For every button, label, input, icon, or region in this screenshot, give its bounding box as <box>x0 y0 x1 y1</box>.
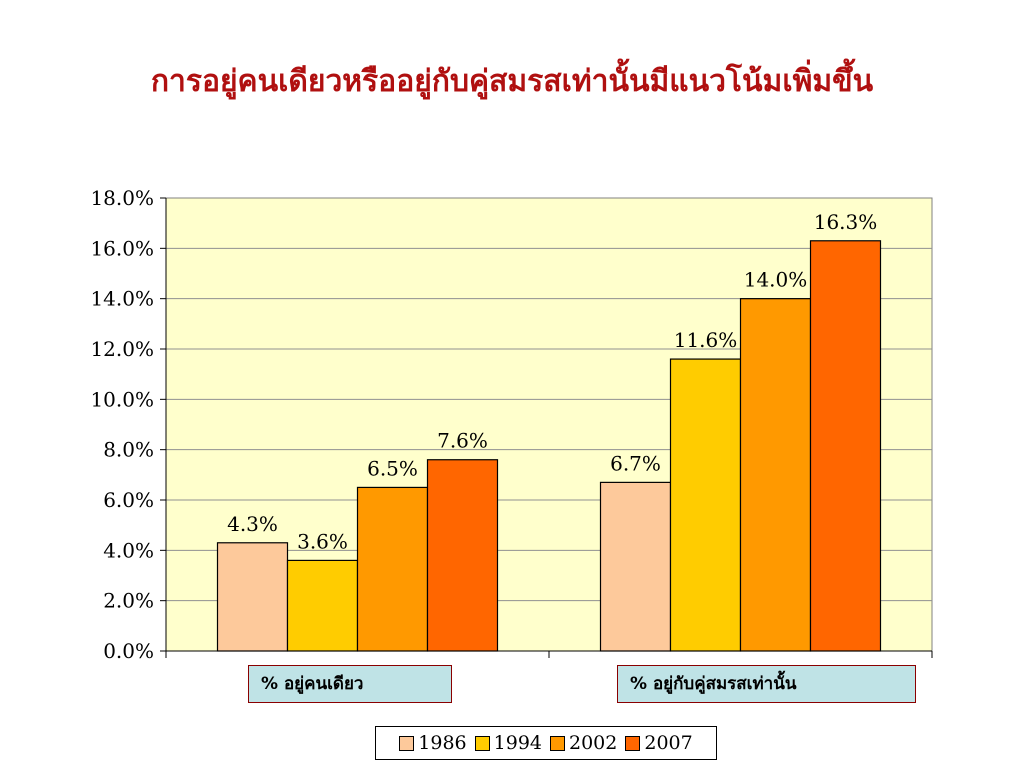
y-tick-label: 6.0% <box>103 488 154 512</box>
bar-1986-cat0 <box>216 542 289 652</box>
legend-label-1986: 1986 <box>418 732 467 754</box>
bar-2002-cat1 <box>739 298 812 652</box>
data-label-1986-cat1: 6.7% <box>610 451 661 475</box>
y-tick-label: 0.0% <box>103 639 154 663</box>
legend-label-2007: 2007 <box>644 732 693 754</box>
data-label-2002-cat0: 6.5% <box>367 456 418 480</box>
bar-2002-cat0 <box>356 486 429 652</box>
bar-2007-cat0 <box>426 459 499 652</box>
legend-swatch-2007 <box>625 735 641 751</box>
legend-swatch-1994 <box>474 735 490 751</box>
y-tick-label: 8.0% <box>103 438 154 462</box>
bars <box>216 240 882 652</box>
legend-item-2007: 2007 <box>625 732 693 754</box>
y-tick-label: 4.0% <box>103 538 154 562</box>
data-label-2002-cat1: 14.0% <box>744 268 808 292</box>
y-axis: 0.0% 2.0% 4.0% 6.0% 8.0% 10.0% 12.0% 14.0% 16.0%… <box>90 186 933 663</box>
legend-item-2002: 2002 <box>550 732 617 754</box>
bar-1994-cat1 <box>669 358 742 652</box>
legend-label-1994: 1994 <box>493 732 542 754</box>
y-tick-label: 14.0% <box>90 287 154 311</box>
data-label-2007-cat1: 16.3% <box>814 210 878 234</box>
bar-1994-cat0 <box>286 559 359 652</box>
y-tick-label: 16.0% <box>90 236 154 260</box>
bar-2007-cat1 <box>809 240 882 652</box>
y-tick-label: 12.0% <box>90 337 154 361</box>
data-labels: 4.3% 3.6% 6.5% 7.6% 6.7% 11.6% 14.0% 16.3% <box>227 210 877 554</box>
y-tick-label: 18.0% <box>90 186 154 210</box>
category-label-living-alone: % อยู่คนเดียว <box>248 665 452 703</box>
y-tick-label: 2.0% <box>103 589 154 613</box>
legend: 1986 1994 2002 2007 <box>375 726 717 760</box>
data-label-1994-cat0: 3.6% <box>297 529 348 553</box>
data-label-1986-cat0: 4.3% <box>227 512 278 536</box>
y-tick-label: 10.0% <box>90 387 154 411</box>
legend-item-1986: 1986 <box>399 732 467 754</box>
chart-title: การอยู่คนเดียวหรืออยู่กับคู่สมรสเท่านั้น… <box>150 64 874 99</box>
legend-swatch-1986 <box>399 735 415 751</box>
legend-swatch-2002 <box>550 735 565 751</box>
legend-label-2002: 2002 <box>569 732 618 754</box>
legend-item-1994: 1994 <box>474 732 542 754</box>
bar-1986-cat1 <box>599 481 672 652</box>
category-label-living-with-spouse: % อยู่กับคู่สมรสเท่านั้น <box>617 665 916 703</box>
data-label-1994-cat1: 11.6% <box>674 328 738 352</box>
data-label-2007-cat0: 7.6% <box>437 429 488 453</box>
